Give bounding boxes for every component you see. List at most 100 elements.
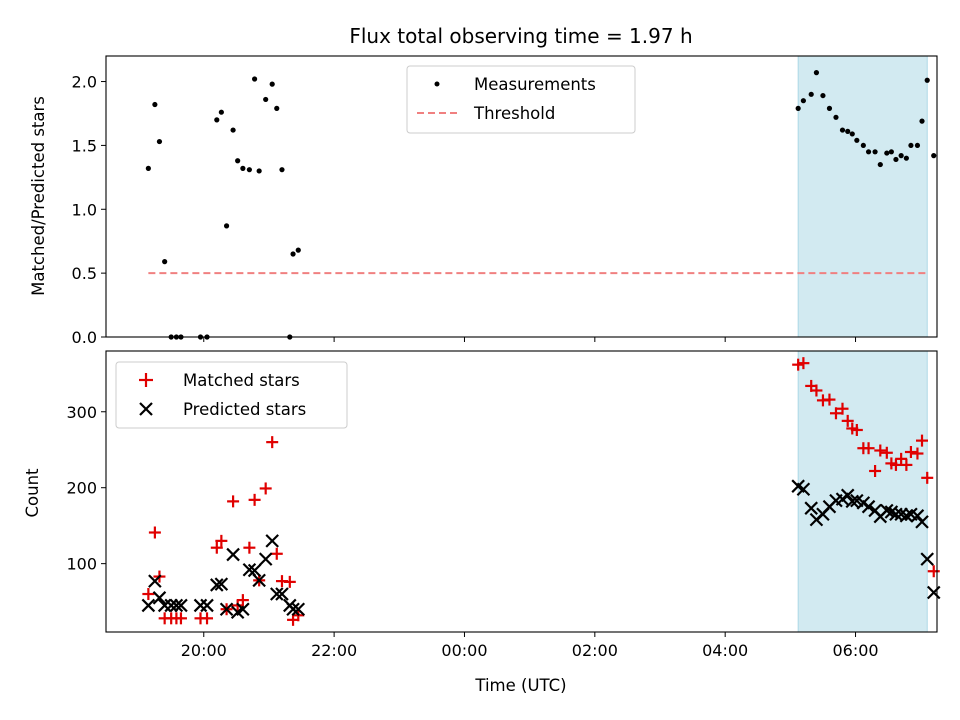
predicted-star-point <box>152 591 167 605</box>
predicted-star-point <box>242 562 257 577</box>
measurement-point <box>263 96 269 103</box>
measurement-point <box>849 131 855 137</box>
predicted-star-point <box>219 602 234 616</box>
y-tick-label: 200 <box>66 479 97 498</box>
x-tick-label: 20:00 <box>181 641 227 660</box>
legend-matched-label: Matched stars <box>183 371 300 390</box>
matched-star-point <box>142 588 155 601</box>
bottom-x-ticks: 20:00 22:00 00:00 02:00 04:00 06:00 <box>181 632 879 660</box>
measurement-point <box>877 161 883 168</box>
matched-star-point <box>874 444 887 457</box>
bottom-legend-box <box>115 361 348 429</box>
legend-predicted-label: Predicted stars <box>183 400 306 419</box>
measurement-point <box>884 150 890 156</box>
measurement-point <box>800 98 806 104</box>
measurement-point <box>152 101 158 108</box>
measurement-point <box>914 142 921 149</box>
observing-span <box>797 55 928 338</box>
predicted-star-point <box>269 587 284 601</box>
predicted-star-point <box>164 598 178 613</box>
measurement-point <box>252 76 258 82</box>
y-tick-label: 1.5 <box>72 136 97 155</box>
x-axis-label: Time (UTC) <box>474 676 566 695</box>
matched-star-point <box>283 575 296 588</box>
measurement-point <box>820 92 826 99</box>
predicted-star-point <box>920 552 935 566</box>
predicted-star-point <box>214 577 229 591</box>
predicted-star-point <box>200 598 214 613</box>
predicted-star-point <box>915 515 929 529</box>
measurement-point <box>240 165 246 171</box>
predicted-star-point <box>258 552 273 566</box>
measurement-point <box>230 127 236 133</box>
measurement-point <box>246 167 252 173</box>
matched-star-point <box>792 358 805 371</box>
predicted-star-point <box>236 602 250 616</box>
x-tick-label: 00:00 <box>441 641 487 660</box>
predicted-star-point <box>796 482 811 496</box>
measurement-point <box>813 70 820 76</box>
matched-star-point <box>823 393 836 406</box>
top-y-ticks: 0.0 0.5 1.0 1.5 2.0 <box>72 73 106 347</box>
measurement-point <box>256 168 262 174</box>
y-tick-label: 0.5 <box>72 264 97 283</box>
matched-star-point <box>900 458 913 471</box>
measurement-point <box>845 128 851 134</box>
legend-threshold-label: Threshold <box>473 104 555 123</box>
measurement-point <box>919 118 925 124</box>
predicted-star-point <box>265 534 279 548</box>
measurement-point <box>235 158 241 164</box>
top-axes-frame <box>105 55 938 338</box>
predicted-star-point <box>845 494 860 509</box>
matched-star-point <box>841 414 854 427</box>
bottom-y-axis-label: Count <box>23 468 42 518</box>
measurement-point <box>893 156 899 163</box>
measurement-point <box>279 167 285 173</box>
matched-star-point <box>850 423 863 436</box>
measurement-point <box>860 142 866 149</box>
bottom-panel: 100 200 300 20:00 22:00 00:00 02:00 04:00 06:00… <box>23 350 941 695</box>
measurement-point <box>269 81 275 87</box>
predicted-star-point <box>926 585 941 600</box>
predicted-star-point <box>169 598 184 613</box>
predicted-star-point <box>275 587 289 601</box>
count-points <box>141 357 941 626</box>
bottom-y-ticks: 100 200 300 <box>66 403 106 574</box>
matched-star-point <box>810 384 823 397</box>
matched-star-point <box>210 541 223 554</box>
legend-predicted-marker <box>139 402 153 416</box>
matched-star-point <box>215 534 228 547</box>
top-panel: 0.00.51.01.52.0 Matched/Predicted stars … <box>29 55 938 347</box>
y-tick-label: 1.0 <box>72 200 97 219</box>
measurement-point <box>854 137 860 143</box>
top-y-axis-label: Matched/Predicted stars <box>29 96 48 296</box>
measurement-point <box>218 109 224 115</box>
x-tick-label: 04:00 <box>702 641 748 660</box>
measurement-point <box>214 117 220 123</box>
matched-star-point <box>259 482 272 495</box>
matched-star-point <box>869 464 882 477</box>
measurement-point <box>872 149 878 155</box>
matched-star-point <box>227 495 240 508</box>
measurement-point <box>795 105 801 111</box>
y-tick-label: 0.0 <box>72 328 97 347</box>
legend-measurements-label: Measurements <box>474 75 596 94</box>
measurement-point <box>808 91 814 97</box>
predicted-star-point <box>861 499 876 514</box>
measurement-point <box>898 153 904 159</box>
matched-star-point <box>148 526 161 539</box>
legend-measurements-marker <box>434 81 440 87</box>
measurement-point <box>888 149 894 155</box>
legend-matched-marker <box>139 373 153 387</box>
matched-star-point <box>243 541 256 554</box>
predicted-star-point <box>174 598 188 613</box>
matched-star-point <box>921 471 934 484</box>
measurement-point <box>826 105 833 111</box>
matched-star-point <box>797 357 810 370</box>
matched-star-point <box>895 452 908 465</box>
y-tick-label: 300 <box>66 403 97 422</box>
measurement-point <box>865 149 872 155</box>
predicted-star-point <box>210 578 224 592</box>
measurement-point <box>908 142 914 149</box>
predicted-star-point <box>141 598 156 613</box>
